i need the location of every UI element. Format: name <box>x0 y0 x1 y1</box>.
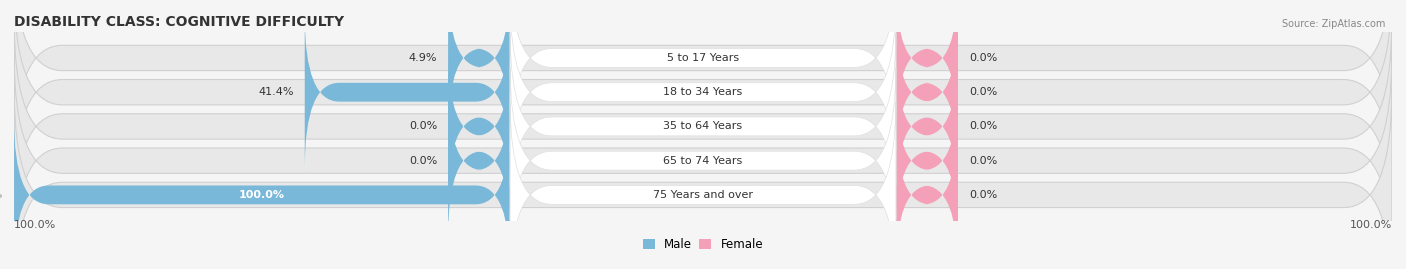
Text: 100.0%: 100.0% <box>0 190 3 200</box>
Text: 18 to 34 Years: 18 to 34 Years <box>664 87 742 97</box>
Text: 0.0%: 0.0% <box>969 87 997 97</box>
FancyBboxPatch shape <box>305 16 510 168</box>
Text: 0.0%: 0.0% <box>969 190 997 200</box>
Text: 0.0%: 0.0% <box>409 121 437 132</box>
Text: 100.0%: 100.0% <box>239 190 285 200</box>
Text: DISABILITY CLASS: COGNITIVE DIFFICULTY: DISABILITY CLASS: COGNITIVE DIFFICULTY <box>14 15 344 29</box>
FancyBboxPatch shape <box>896 84 957 237</box>
FancyBboxPatch shape <box>449 84 510 237</box>
FancyBboxPatch shape <box>14 0 1392 165</box>
Text: 75 Years and over: 75 Years and over <box>652 190 754 200</box>
Text: 5 to 17 Years: 5 to 17 Years <box>666 53 740 63</box>
FancyBboxPatch shape <box>510 33 896 220</box>
FancyBboxPatch shape <box>896 50 957 203</box>
FancyBboxPatch shape <box>896 0 957 134</box>
Text: 0.0%: 0.0% <box>409 156 437 166</box>
Text: 100.0%: 100.0% <box>14 220 56 229</box>
Text: 100.0%: 100.0% <box>1350 220 1392 229</box>
Text: 0.0%: 0.0% <box>969 53 997 63</box>
FancyBboxPatch shape <box>14 119 510 269</box>
Legend: Male, Female: Male, Female <box>638 234 768 256</box>
FancyBboxPatch shape <box>510 67 896 254</box>
Text: 100.0%: 100.0% <box>0 190 3 200</box>
FancyBboxPatch shape <box>14 54 1392 268</box>
Text: 65 to 74 Years: 65 to 74 Years <box>664 156 742 166</box>
FancyBboxPatch shape <box>449 50 510 203</box>
FancyBboxPatch shape <box>14 19 1392 233</box>
FancyBboxPatch shape <box>14 88 1392 269</box>
Text: 0.0%: 0.0% <box>969 121 997 132</box>
FancyBboxPatch shape <box>449 0 510 134</box>
Text: 0.0%: 0.0% <box>969 156 997 166</box>
FancyBboxPatch shape <box>510 0 896 151</box>
Text: 35 to 64 Years: 35 to 64 Years <box>664 121 742 132</box>
FancyBboxPatch shape <box>896 16 957 168</box>
FancyBboxPatch shape <box>510 102 896 269</box>
FancyBboxPatch shape <box>896 119 957 269</box>
FancyBboxPatch shape <box>14 0 1392 199</box>
Text: Source: ZipAtlas.com: Source: ZipAtlas.com <box>1281 19 1385 29</box>
Text: 4.9%: 4.9% <box>409 53 437 63</box>
FancyBboxPatch shape <box>510 0 896 186</box>
Text: 41.4%: 41.4% <box>259 87 294 97</box>
